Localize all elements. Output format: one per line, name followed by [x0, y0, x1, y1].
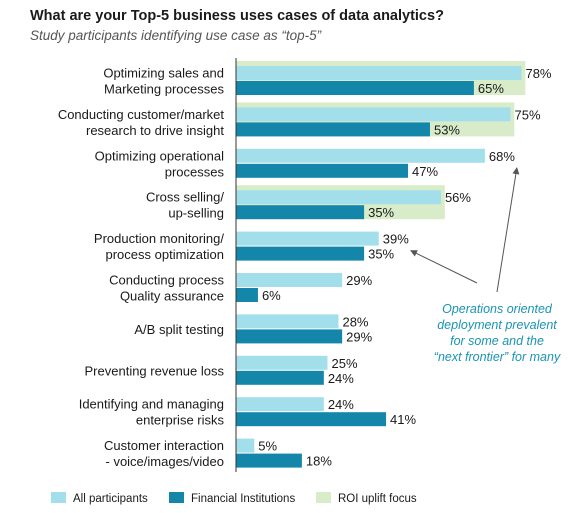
category-label: - voice/images/video	[106, 454, 225, 469]
value-label: 24%	[328, 371, 354, 386]
value-label: 39%	[383, 232, 409, 247]
bar-all-participants	[236, 231, 379, 246]
legend-roi-uplift-focus-label: ROI uplift focus	[338, 493, 417, 505]
bar-financial-institutions	[236, 163, 409, 178]
legend-roi-uplift-focus-swatch	[316, 492, 331, 503]
bars-group	[236, 66, 522, 468]
chart-title: What are your Top-5 business uses cases …	[30, 8, 444, 24]
value-label: 35%	[368, 247, 394, 262]
bar-financial-institutions	[236, 370, 324, 385]
category-label: Customer interaction	[104, 438, 224, 453]
legend: All participants Financial Institutions RO…	[51, 492, 417, 505]
annotation-text: for some and the	[450, 334, 544, 348]
value-label: 6%	[262, 288, 281, 303]
category-label: Optimizing operational	[95, 148, 224, 163]
category-label: process optimization	[106, 247, 225, 262]
bar-financial-institutions	[236, 122, 430, 137]
category-label: enterprise risks	[136, 413, 225, 428]
legend-financial-institutions-swatch	[169, 492, 184, 503]
annotation-text: deployment prevalent	[437, 318, 557, 332]
bar-all-participants	[236, 438, 255, 453]
value-label: 47%	[412, 164, 438, 179]
value-label: 29%	[346, 273, 372, 288]
legend-all-participants-swatch	[51, 492, 66, 503]
annotation: Operations oriented deployment prevalent f…	[434, 302, 561, 364]
category-label: Conducting process	[109, 273, 224, 288]
bar-all-participants	[236, 107, 511, 122]
legend-financial-institutions-label: Financial Institutions	[191, 493, 295, 505]
category-label: Identifying and managing	[79, 397, 224, 412]
category-label: Quality assurance	[120, 289, 224, 304]
bar-all-participants	[236, 355, 328, 370]
value-label: 18%	[306, 454, 332, 469]
bar-financial-institutions	[236, 288, 258, 302]
category-label: research to drive insight	[86, 123, 224, 138]
bar-financial-institutions	[236, 453, 302, 468]
bar-financial-institutions	[236, 412, 387, 427]
value-label: 68%	[489, 149, 515, 164]
value-label: 53%	[434, 122, 460, 137]
bar-financial-institutions	[236, 329, 343, 344]
value-label: 65%	[478, 81, 504, 96]
value-label: 29%	[346, 329, 372, 344]
annotation-text: “next frontier” for many	[434, 350, 561, 364]
bar-financial-institutions	[236, 246, 365, 261]
value-label: 78%	[525, 66, 551, 81]
value-label: 24%	[328, 397, 354, 412]
value-label: 41%	[390, 412, 416, 427]
category-label: Production monitoring/	[94, 231, 224, 246]
annotation-arrow	[496, 167, 520, 293]
category-label: A/B split testing	[134, 322, 224, 337]
category-label: Optimizing sales and	[103, 66, 224, 81]
annotation-arrow	[410, 250, 478, 284]
value-label: 25%	[332, 356, 358, 371]
bar-all-participants	[236, 148, 485, 163]
legend-all-participants-label: All participants	[73, 493, 148, 505]
annotation-text: Operations oriented	[442, 302, 553, 316]
bar-all-participants	[236, 273, 343, 287]
category-label: Cross selling/	[146, 190, 224, 205]
value-label: 35%	[368, 205, 394, 220]
bar-all-participants	[236, 397, 324, 412]
bar-financial-institutions	[236, 81, 474, 95]
category-label: Conducting customer/market	[58, 107, 225, 122]
category-label: up-selling	[168, 206, 224, 221]
category-label: Preventing revenue loss	[85, 363, 225, 378]
value-label: 75%	[515, 107, 541, 122]
value-label: 28%	[342, 314, 368, 329]
bar-all-participants	[236, 190, 441, 205]
bar-financial-institutions	[236, 205, 365, 220]
bar-all-participants	[236, 314, 339, 329]
category-label: Marketing processes	[104, 82, 224, 97]
chart-subtitle: Study participants identifying use case …	[30, 28, 322, 43]
bar-all-participants	[236, 66, 522, 80]
value-label: 56%	[445, 190, 471, 205]
category-label: processes	[165, 164, 225, 179]
value-label: 5%	[258, 439, 277, 454]
